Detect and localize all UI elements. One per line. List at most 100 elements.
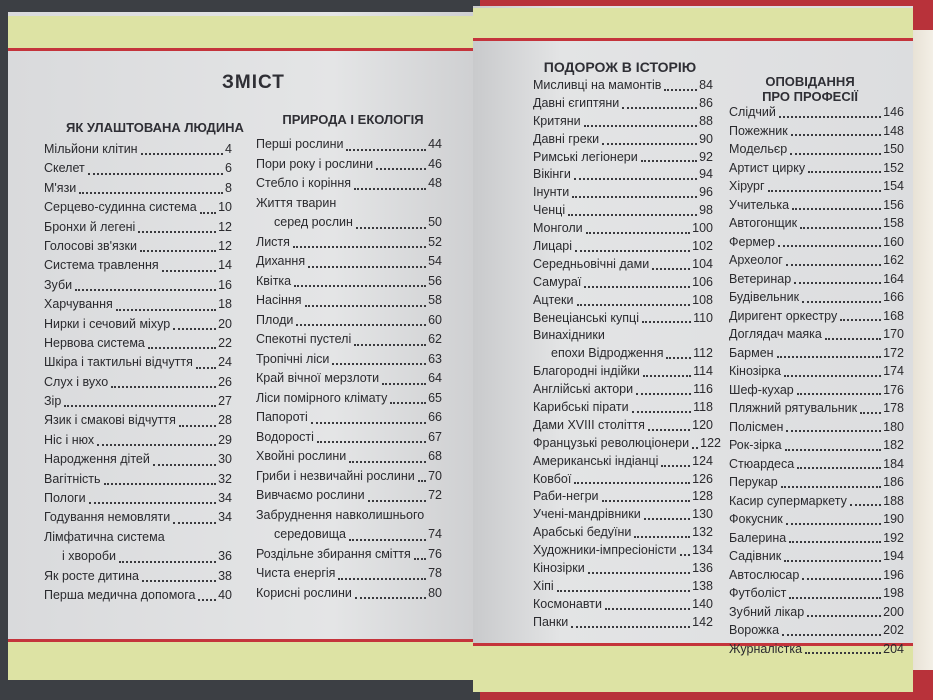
toc-entry[interactable]: Фермер 160	[729, 233, 904, 252]
toc-entry[interactable]: Ліси помірного клімату 65	[256, 389, 442, 409]
toc-entry[interactable]: Будівельник 166	[729, 288, 904, 307]
toc-entry[interactable]: Лімфатична система	[44, 528, 232, 547]
toc-entry[interactable]: Римські легіонери 92	[533, 149, 713, 167]
toc-entry[interactable]: Космонавти 140	[533, 596, 713, 614]
toc-entry[interactable]: Дихання 54	[256, 252, 442, 272]
toc-entry[interactable]: Квітка 56	[256, 272, 442, 292]
toc-entry[interactable]: Роздільне збирання сміття 76	[256, 545, 442, 565]
toc-entry[interactable]: Голосові зв'язки 12	[44, 237, 232, 256]
toc-entry[interactable]: Насіння 58	[256, 291, 442, 311]
toc-entry[interactable]: Папороті 66	[256, 408, 442, 428]
toc-entry[interactable]: Лицарі 102	[533, 238, 713, 256]
toc-entry[interactable]: Гриби і незвичайні рослини 70	[256, 467, 442, 487]
toc-entry[interactable]: Венеціанські купці 110	[533, 310, 713, 328]
toc-entry[interactable]: Як росте дитина 38	[44, 567, 232, 586]
toc-entry[interactable]: Шкіра і тактильні відчуття 24	[44, 353, 232, 372]
toc-entry[interactable]: М'язи 8	[44, 179, 232, 198]
toc-entry[interactable]: Автогонщик 158	[729, 214, 904, 233]
toc-entry[interactable]: Дами XVIII століття 120	[533, 417, 713, 435]
toc-entry[interactable]: Харчування 18	[44, 295, 232, 314]
toc-entry[interactable]: Система травлення 14	[44, 256, 232, 275]
toc-entry[interactable]: Фокусник 190	[729, 510, 904, 529]
toc-entry[interactable]: Давні греки 90	[533, 131, 713, 149]
toc-entry[interactable]: Край вічної мерзлоти 64	[256, 369, 442, 389]
toc-entry[interactable]: Водорості 67	[256, 428, 442, 448]
toc-entry[interactable]: Серцево-судинна система 10	[44, 198, 232, 217]
toc-entry[interactable]: Хвойні рослини 68	[256, 447, 442, 467]
toc-entry[interactable]: Пори року і рослини 46	[256, 155, 442, 175]
toc-entry[interactable]: Зір 27	[44, 392, 232, 411]
toc-entry[interactable]: Американські індіанці 124	[533, 453, 713, 471]
toc-entry[interactable]: Ченці 98	[533, 202, 713, 220]
toc-entry[interactable]: Зуби 16	[44, 276, 232, 295]
toc-entry[interactable]: Забруднення навколишнього	[256, 506, 442, 526]
toc-entry[interactable]: Французькі революціонери 122	[533, 435, 721, 453]
toc-entry[interactable]: Бармен 172	[729, 344, 904, 363]
toc-entry[interactable]: Хіпі 138	[533, 578, 713, 596]
toc-entry[interactable]: Кінозірки 136	[533, 560, 713, 578]
toc-entry-continuation[interactable]: середовища 74	[256, 525, 442, 545]
toc-entry[interactable]: Доглядач маяка 170	[729, 325, 904, 344]
toc-entry[interactable]: Слідчий 146	[729, 103, 904, 122]
toc-entry[interactable]: Чиста енергія 78	[256, 564, 442, 584]
toc-entry[interactable]: Бронхи й легені 12	[44, 218, 232, 237]
toc-entry[interactable]: Годування немовляти 34	[44, 508, 232, 527]
toc-entry[interactable]: Інунти 96	[533, 184, 713, 202]
toc-entry[interactable]: Спекотні пустелі 62	[256, 330, 442, 350]
toc-entry[interactable]: Учені-мандрівники 130	[533, 506, 713, 524]
toc-entry[interactable]: Вагітність 32	[44, 470, 232, 489]
toc-entry[interactable]: Язик і смакові відчуття 28	[44, 411, 232, 430]
toc-entry[interactable]: Автослюсар 196	[729, 566, 904, 585]
toc-entry[interactable]: Стебло і коріння 48	[256, 174, 442, 194]
toc-entry[interactable]: Футболіст 198	[729, 584, 904, 603]
toc-entry[interactable]: Стюардеса 184	[729, 455, 904, 474]
toc-entry[interactable]: Рок-зірка 182	[729, 436, 904, 455]
toc-entry[interactable]: Ковбої 126	[533, 471, 713, 489]
toc-entry[interactable]: Середньовічні дами 104	[533, 256, 713, 274]
toc-entry[interactable]: Життя тварин	[256, 194, 442, 214]
toc-entry[interactable]: Народження дітей 30	[44, 450, 232, 469]
toc-entry[interactable]: Вивчаємо рослини 72	[256, 486, 442, 506]
toc-entry[interactable]: Перші рослини 44	[256, 135, 442, 155]
toc-entry[interactable]: Касир супермаркету 188	[729, 492, 904, 511]
toc-entry[interactable]: Артист цирку 152	[729, 159, 904, 178]
toc-entry[interactable]: Ветеринар 164	[729, 270, 904, 289]
toc-entry[interactable]: Балерина 192	[729, 529, 904, 548]
toc-entry[interactable]: Ніс і нюх 29	[44, 431, 232, 450]
toc-entry-continuation[interactable]: епохи Відродження 112	[533, 345, 713, 363]
toc-entry[interactable]: Художники-імпресіоністи 134	[533, 542, 713, 560]
toc-entry[interactable]: Пожежник 148	[729, 122, 904, 141]
toc-entry[interactable]: Перша медична допомога 40	[44, 586, 232, 605]
toc-entry[interactable]: Благородні індійки 114	[533, 363, 713, 381]
toc-entry[interactable]: Винахідники	[533, 327, 713, 345]
toc-entry[interactable]: Арабські бедуїни 132	[533, 524, 713, 542]
toc-entry[interactable]: Критяни 88	[533, 113, 713, 131]
toc-entry[interactable]: Нервова система 22	[44, 334, 232, 353]
toc-entry[interactable]: Археолог 162	[729, 251, 904, 270]
toc-entry[interactable]: Пологи 34	[44, 489, 232, 508]
toc-entry[interactable]: Самураї 106	[533, 274, 713, 292]
toc-entry[interactable]: Тропічні ліси 63	[256, 350, 442, 370]
toc-entry[interactable]: Нирки і сечовий міхур 20	[44, 315, 232, 334]
toc-entry[interactable]: Садівник 194	[729, 547, 904, 566]
toc-entry[interactable]: Журналістка 204	[729, 640, 904, 659]
toc-entry[interactable]: Монголи 100	[533, 220, 713, 238]
toc-entry[interactable]: Зубний лікар 200	[729, 603, 904, 622]
toc-entry[interactable]: Кінозірка 174	[729, 362, 904, 381]
toc-entry[interactable]: Перукар 186	[729, 473, 904, 492]
toc-entry[interactable]: Карибські пірати 118	[533, 399, 713, 417]
toc-entry[interactable]: Полісмен 180	[729, 418, 904, 437]
toc-entry-continuation[interactable]: і хвороби 36	[44, 547, 232, 566]
toc-entry[interactable]: Скелет 6	[44, 159, 232, 178]
toc-entry[interactable]: Диригент оркестру 168	[729, 307, 904, 326]
toc-entry[interactable]: Раби-негри 128	[533, 488, 713, 506]
toc-entry[interactable]: Мисливці на мамонтів 84	[533, 77, 713, 95]
toc-entry[interactable]: Вікінги 94	[533, 166, 713, 184]
toc-entry[interactable]: Ацтеки 108	[533, 292, 713, 310]
toc-entry[interactable]: Давні єгиптяни 86	[533, 95, 713, 113]
toc-entry[interactable]: Шеф-кухар 176	[729, 381, 904, 400]
toc-entry[interactable]: Слух і вухо 26	[44, 373, 232, 392]
toc-entry[interactable]: Хірург 154	[729, 177, 904, 196]
toc-entry[interactable]: Мільйони клітин 4	[44, 140, 232, 159]
toc-entry[interactable]: Англійські актори 116	[533, 381, 713, 399]
